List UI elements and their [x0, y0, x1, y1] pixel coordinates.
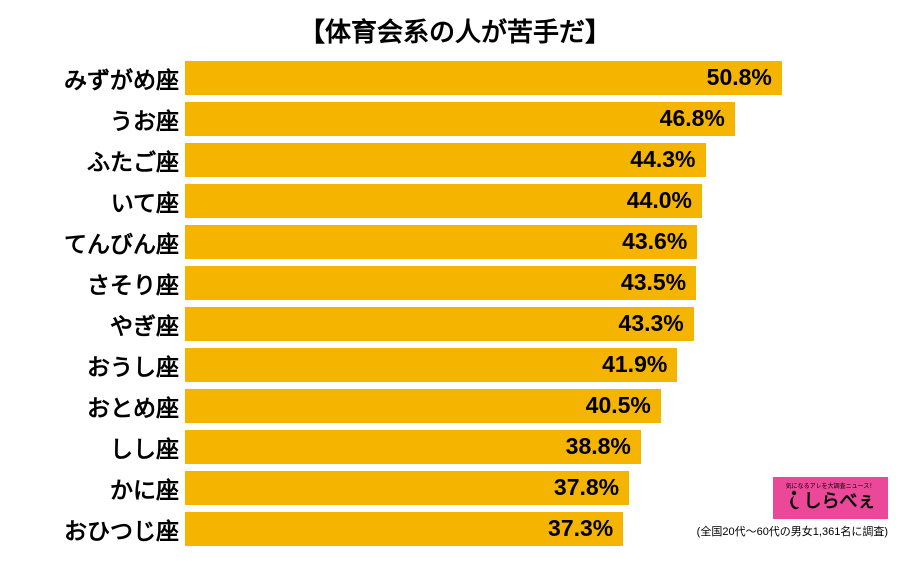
- bar: 38.8%: [185, 430, 641, 464]
- bar-row: やぎ座 43.3%: [20, 303, 890, 344]
- chart-footnote: (全国20代〜60代の男女1,361名に調査): [697, 523, 888, 539]
- bar-row: ふたご座 44.3%: [20, 139, 890, 180]
- bar-label: さそり座: [20, 266, 185, 300]
- chart-area: みずがめ座 50.8% うお座 46.8% ふたご座 44.3% いて座 44.…: [0, 57, 910, 549]
- bar-value: 44.3%: [630, 146, 695, 173]
- bar-value: 40.5%: [586, 392, 651, 419]
- bar-label: おひつじ座: [20, 512, 185, 546]
- bar-label: みずがめ座: [20, 61, 185, 95]
- bar: 37.8%: [185, 471, 629, 505]
- bar-label: うお座: [20, 102, 185, 136]
- logo-brand-text: しらべぇ: [804, 492, 876, 510]
- bar-value: 43.5%: [621, 269, 686, 296]
- brand-logo: 気になるアレを大調査ニュース！ しらべぇ: [773, 477, 888, 519]
- bar-track: 50.8%: [185, 61, 890, 95]
- bar-value: 38.8%: [566, 433, 631, 460]
- logo-glyph-icon: [786, 490, 802, 512]
- bar-value: 41.9%: [602, 351, 667, 378]
- bar-value: 44.0%: [627, 187, 692, 214]
- chart-title: 【体育会系の人が苦手だ】: [0, 0, 910, 57]
- bar: 44.0%: [185, 184, 702, 218]
- bar-row: おとめ座 40.5%: [20, 385, 890, 426]
- bar-value: 43.3%: [619, 310, 684, 337]
- bar-label: ふたご座: [20, 143, 185, 177]
- bar-label: いて座: [20, 184, 185, 218]
- bar-label: おうし座: [20, 348, 185, 382]
- bar: 43.6%: [185, 225, 697, 259]
- bar-row: うお座 46.8%: [20, 98, 890, 139]
- bar-row: いて座 44.0%: [20, 180, 890, 221]
- bar-value: 37.8%: [554, 474, 619, 501]
- logo-main: しらべぇ: [786, 490, 876, 512]
- bar-track: 41.9%: [185, 348, 890, 382]
- bar-label: やぎ座: [20, 307, 185, 341]
- bar-value: 43.6%: [622, 228, 687, 255]
- bar-label: かに座: [20, 471, 185, 505]
- bar-label: しし座: [20, 430, 185, 464]
- bar-row: みずがめ座 50.8%: [20, 57, 890, 98]
- bar: 44.3%: [185, 143, 706, 177]
- bar-label: てんびん座: [20, 225, 185, 259]
- bar-row: てんびん座 43.6%: [20, 221, 890, 262]
- bar-value: 46.8%: [660, 105, 725, 132]
- bar-track: 43.5%: [185, 266, 890, 300]
- bar: 43.3%: [185, 307, 694, 341]
- bar-row: おうし座 41.9%: [20, 344, 890, 385]
- bar-track: 40.5%: [185, 389, 890, 423]
- bar: 40.5%: [185, 389, 661, 423]
- bar: 37.3%: [185, 512, 623, 546]
- bar-track: 43.3%: [185, 307, 890, 341]
- bar: 41.9%: [185, 348, 677, 382]
- bar: 50.8%: [185, 61, 782, 95]
- bar-row: さそり座 43.5%: [20, 262, 890, 303]
- bar-value: 37.3%: [548, 515, 613, 542]
- bar-track: 44.3%: [185, 143, 890, 177]
- bar: 43.5%: [185, 266, 696, 300]
- bar-row: かに座 37.8%: [20, 467, 890, 508]
- bar-track: 44.0%: [185, 184, 890, 218]
- bar-track: 43.6%: [185, 225, 890, 259]
- bar: 46.8%: [185, 102, 735, 136]
- bar-label: おとめ座: [20, 389, 185, 423]
- bar-value: 50.8%: [707, 64, 772, 91]
- bar-track: 46.8%: [185, 102, 890, 136]
- bar-row: しし座 38.8%: [20, 426, 890, 467]
- bar-track: 38.8%: [185, 430, 890, 464]
